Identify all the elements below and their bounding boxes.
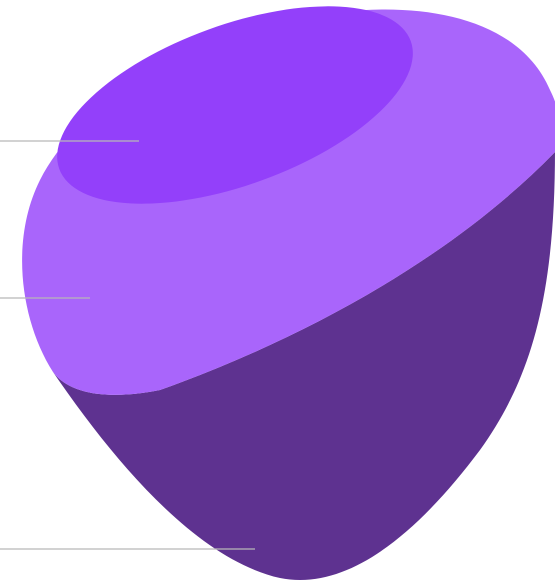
inner-layer-shape xyxy=(57,6,413,204)
outer-layer-shape xyxy=(53,150,555,580)
